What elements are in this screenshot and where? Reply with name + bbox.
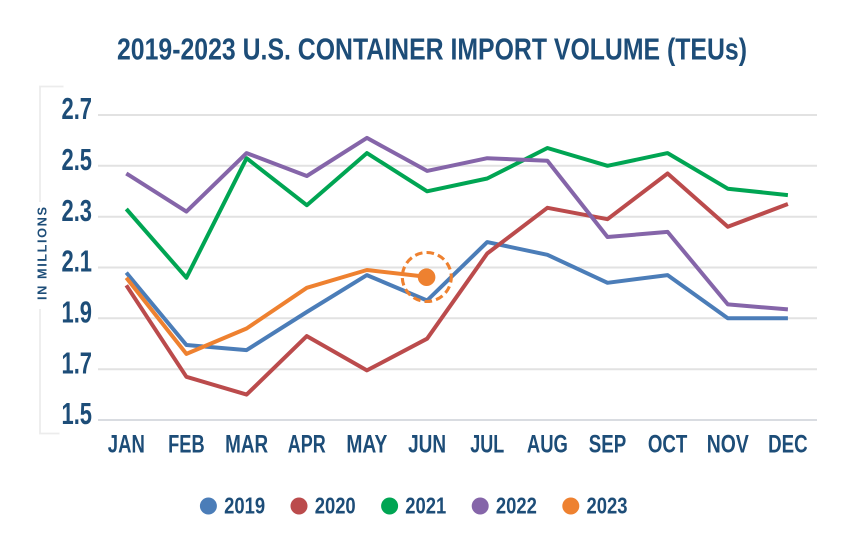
svg-text:SEP: SEP (589, 431, 627, 459)
svg-text:JUN: JUN (408, 431, 446, 459)
svg-text:1.5: 1.5 (62, 396, 93, 431)
svg-text:1.7: 1.7 (62, 345, 93, 380)
svg-text:MAY: MAY (346, 431, 387, 459)
svg-text:2021: 2021 (405, 492, 446, 518)
svg-text:2.7: 2.7 (62, 91, 93, 126)
svg-text:2019: 2019 (224, 492, 265, 518)
svg-text:JUL: JUL (470, 431, 504, 459)
svg-text:2020: 2020 (315, 492, 356, 518)
svg-text:FEB: FEB (168, 431, 205, 459)
svg-text:OCT: OCT (648, 431, 688, 459)
svg-text:2019-2023 U.S. CONTAINER IMPOR: 2019-2023 U.S. CONTAINER IMPORT VOLUME (… (117, 31, 747, 66)
svg-text:AUG: AUG (527, 431, 568, 459)
svg-text:APR: APR (288, 431, 326, 459)
svg-text:JAN: JAN (108, 431, 145, 459)
svg-text:NOV: NOV (707, 431, 749, 459)
svg-text:2023: 2023 (587, 492, 628, 518)
svg-text:IN MILLIONS: IN MILLIONS (35, 207, 50, 300)
svg-text:2022: 2022 (496, 492, 537, 518)
svg-text:1.9: 1.9 (62, 295, 93, 330)
svg-text:DEC: DEC (768, 431, 808, 459)
svg-text:2.1: 2.1 (62, 244, 93, 279)
svg-text:2.5: 2.5 (62, 142, 93, 177)
svg-text:2.3: 2.3 (62, 193, 93, 228)
svg-text:MAR: MAR (225, 431, 268, 459)
